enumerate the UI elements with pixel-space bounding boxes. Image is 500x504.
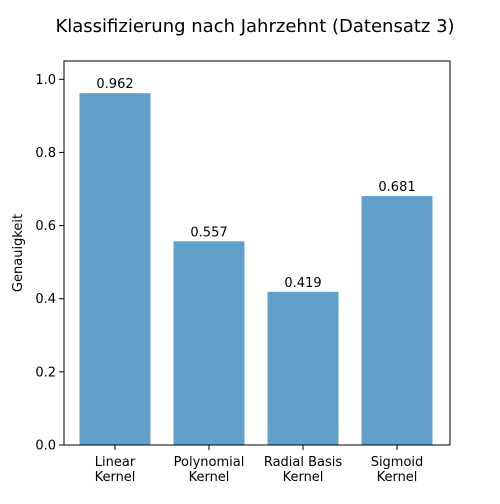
y-tick-label-0: 0.0	[35, 439, 56, 454]
bar-0	[79, 93, 151, 445]
data-label-0: 0.962	[96, 77, 133, 92]
x-tick-label-0: Linear Kernel	[95, 455, 136, 485]
data-label-2: 0.419	[284, 276, 321, 291]
y-tick-label-5: 1.0	[35, 73, 56, 88]
y-axis-label: Genauigkeit	[11, 214, 26, 292]
y-tick-label-1: 0.2	[35, 365, 56, 380]
x-tick-label-1: Polynomial Kernel	[174, 455, 245, 485]
data-label-1: 0.557	[190, 225, 227, 240]
bar-1	[173, 241, 245, 445]
x-tick-label-3: Sigmoid Kernel	[371, 455, 424, 485]
y-tick-label-2: 0.4	[35, 292, 56, 307]
axes-frame	[63, 60, 451, 446]
x-tick-label-2: Radial Basis Kernel	[264, 455, 343, 485]
plot-area: 0.962 Linear Kernel 0.557 Polynomial Kernel 0.…	[35, 60, 451, 485]
bar-2	[267, 291, 339, 445]
y-tick-label-4: 0.8	[35, 146, 56, 161]
data-label-3: 0.681	[378, 180, 415, 195]
y-tick-label-3: 0.6	[35, 219, 56, 234]
chart-title: Klassifizierung nach Jahrzehnt (Datensat…	[55, 16, 454, 37]
bar-3	[361, 195, 433, 445]
